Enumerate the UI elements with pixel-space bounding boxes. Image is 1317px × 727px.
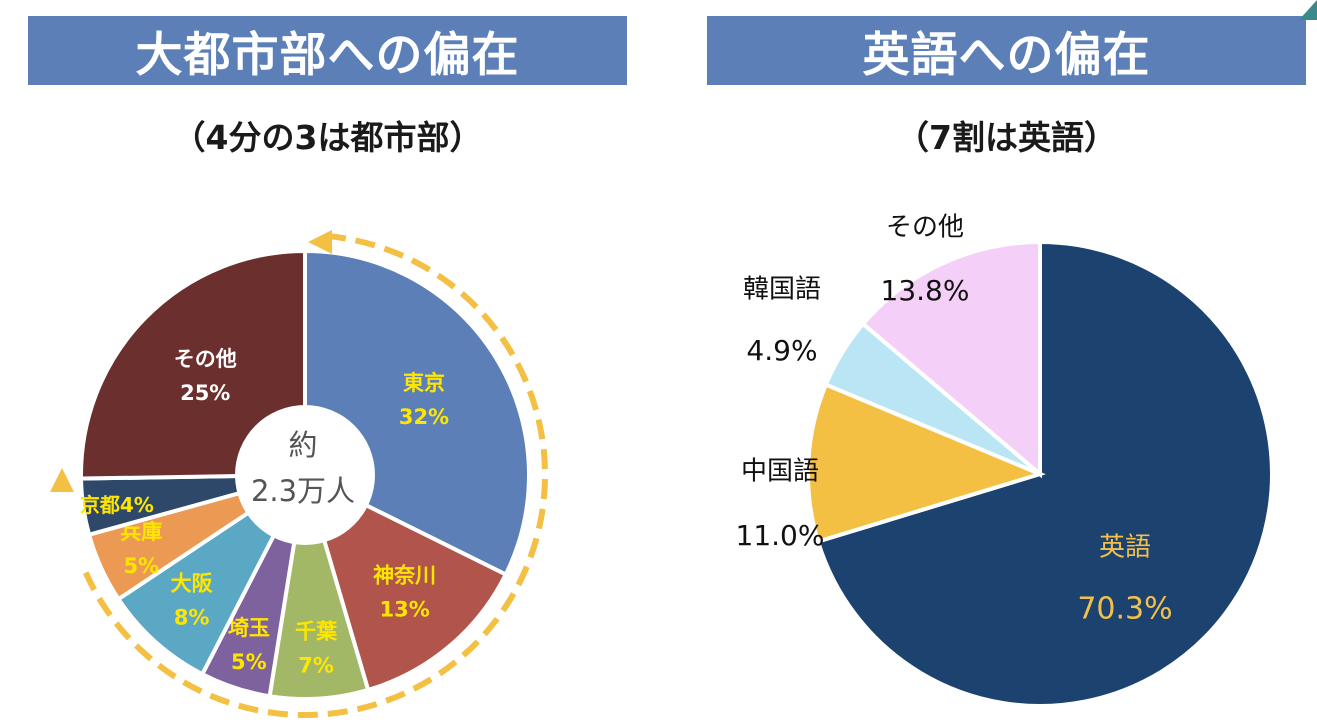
- arc-arrowhead-left: [50, 468, 74, 492]
- donut-slice-7: [79, 248, 307, 481]
- left-banner-title: 大都市部への偏在: [28, 16, 627, 85]
- donut-value-slice-0: 32%: [399, 405, 449, 429]
- pie-slice-3: [860, 239, 1042, 479]
- donut-label-slice-6: 京都4%: [80, 493, 154, 517]
- pie-label-slice-0: 英語: [1099, 533, 1151, 563]
- prefecture-donut-chart: 東京32%神奈川13%千葉7%埼玉5%大阪8%兵庫5%京都4%その他25%約2.…: [78, 248, 531, 701]
- donut-label-slice-4: 大阪: [171, 572, 214, 596]
- pie-slice-1: [806, 381, 1046, 545]
- donut-hole: [235, 405, 375, 545]
- donut-label-slice-0: 東京: [403, 371, 445, 395]
- corner-triangle-mark: [1299, 0, 1317, 20]
- pie-label-slice-2: 韓国語: [743, 275, 821, 305]
- right-subtitle: （7割は英語）: [896, 118, 1117, 157]
- pie-label-slice-1: 中国語: [741, 457, 819, 487]
- pie-value-slice-1: 11.0%: [736, 519, 825, 552]
- left-subtitle: （4分の3は都市部）: [172, 118, 483, 157]
- donut-value-slice-1: 13%: [379, 598, 429, 622]
- right-banner-title: 英語への偏在: [707, 16, 1306, 85]
- donut-center-label-top: 約: [288, 428, 317, 462]
- pie-value-slice-2: 4.9%: [746, 334, 817, 367]
- donut-center-label-bottom: 2.3万人: [251, 474, 355, 508]
- donut-value-slice-7: 25%: [180, 381, 230, 405]
- pie-value-slice-0: 70.3%: [1077, 592, 1172, 627]
- donut-value-slice-5: 5%: [123, 554, 159, 578]
- donut-slice-1: [301, 471, 509, 693]
- donut-label-slice-3: 埼玉: [228, 616, 270, 640]
- donut-value-slice-2: 7%: [298, 654, 334, 678]
- language-pie-chart: 英語 70.3% 中国語 11.0% 韓国語 4.9% その他 13.8%: [736, 213, 1274, 708]
- pie-value-slice-3: 13.8%: [881, 274, 970, 307]
- urban-share-arc-arrow: [50, 230, 548, 718]
- donut-label-slice-2: 千葉: [295, 620, 338, 644]
- donut-value-slice-3: 5%: [231, 650, 267, 674]
- donut-label-slice-7: その他: [174, 347, 237, 371]
- pie-label-slice-3: その他: [886, 213, 964, 243]
- arc-arrowhead-top: [308, 230, 332, 254]
- donut-label-slice-1: 神奈川: [373, 564, 436, 588]
- urban-share-dashed-arc: [83, 232, 548, 718]
- donut-value-slice-4: 8%: [174, 606, 210, 630]
